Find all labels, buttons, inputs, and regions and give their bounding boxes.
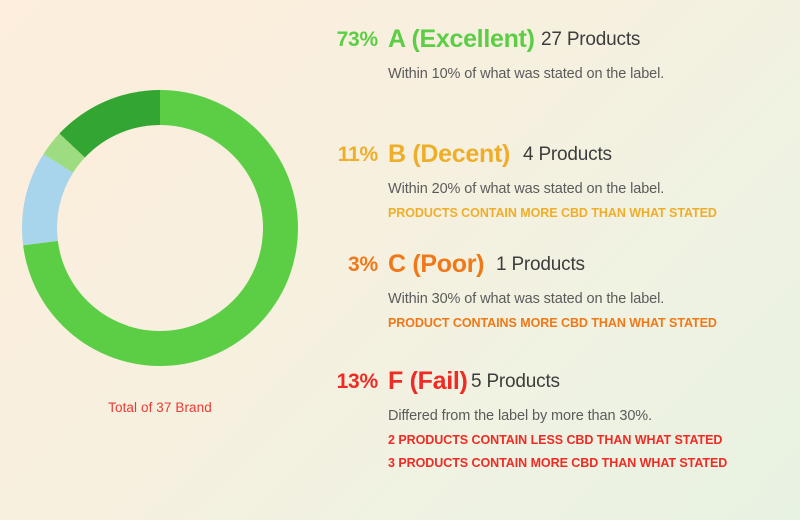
- legend-a-percent: 73%: [336, 28, 379, 51]
- legend-a-count: 27 Products: [541, 29, 641, 50]
- legend-a-description: Within 10% of what was stated on the lab…: [388, 66, 665, 82]
- donut-segment-c: [43, 133, 85, 173]
- legend-f-percent: 13%: [336, 370, 379, 393]
- legend-f-grade: F (Fail): [388, 367, 468, 395]
- legend-f-count: 5 Products: [471, 371, 560, 392]
- donut-segment-f: [59, 90, 160, 158]
- legend-row-b: 11% B (Decent) 4 Products Within 20% of …: [316, 140, 800, 220]
- legend-b-description: Within 20% of what was stated on the lab…: [388, 181, 665, 197]
- legend-row-f: 13% F (Fail) 5 Products Differed from th…: [316, 367, 800, 470]
- legend-f-note-2: 3 PRODUCTS CONTAIN MORE CBD THAN WHAT ST…: [388, 456, 728, 470]
- donut-segment-b: [21, 154, 74, 246]
- legend-row-c-head: 3% C (Poor) 1 Products: [316, 250, 800, 283]
- legend-f-note-1: 2 PRODUCTS CONTAIN LESS CBD THAN WHAT ST…: [388, 433, 723, 447]
- donut-chart: Total of 37 Brand: [0, 78, 320, 438]
- legend-a-grade: A (Excellent): [388, 25, 535, 53]
- donut-segments: [21, 90, 298, 366]
- legend-b-percent: 11%: [337, 143, 378, 166]
- legend-c-percent: 3%: [348, 253, 378, 276]
- legend-c-count: 1 Products: [496, 254, 585, 275]
- chart-total-label: Total of 37 Brand: [108, 400, 212, 415]
- legend-row-b-head: 11% B (Decent) 4 Products: [316, 140, 800, 173]
- legend-row-a: 73% A (Excellent) 27 Products Within 10%…: [316, 25, 800, 82]
- legend-c-description: Within 30% of what was stated on the lab…: [388, 291, 665, 307]
- legend-b-note-1: PRODUCTS CONTAIN MORE CBD THAN WHAT STAT…: [388, 206, 717, 220]
- legend-row-c: 3% C (Poor) 1 Products Within 30% of wha…: [316, 250, 800, 330]
- legend-c-grade: C (Poor): [388, 250, 485, 278]
- legend-f-description: Differed from the label by more than 30%…: [388, 408, 653, 424]
- legend-b-count: 4 Products: [523, 144, 612, 165]
- donut-chart-svg: [21, 90, 298, 366]
- legend-row-a-head: 73% A (Excellent) 27 Products: [316, 25, 800, 58]
- legend-c-note-1: PRODUCT CONTAINS MORE CBD THAN WHAT STAT…: [388, 316, 717, 330]
- legend-row-f-head: 13% F (Fail) 5 Products: [316, 367, 800, 400]
- legend-b-grade: B (Decent): [388, 140, 511, 168]
- legend: 73% A (Excellent) 27 Products Within 10%…: [316, 0, 800, 520]
